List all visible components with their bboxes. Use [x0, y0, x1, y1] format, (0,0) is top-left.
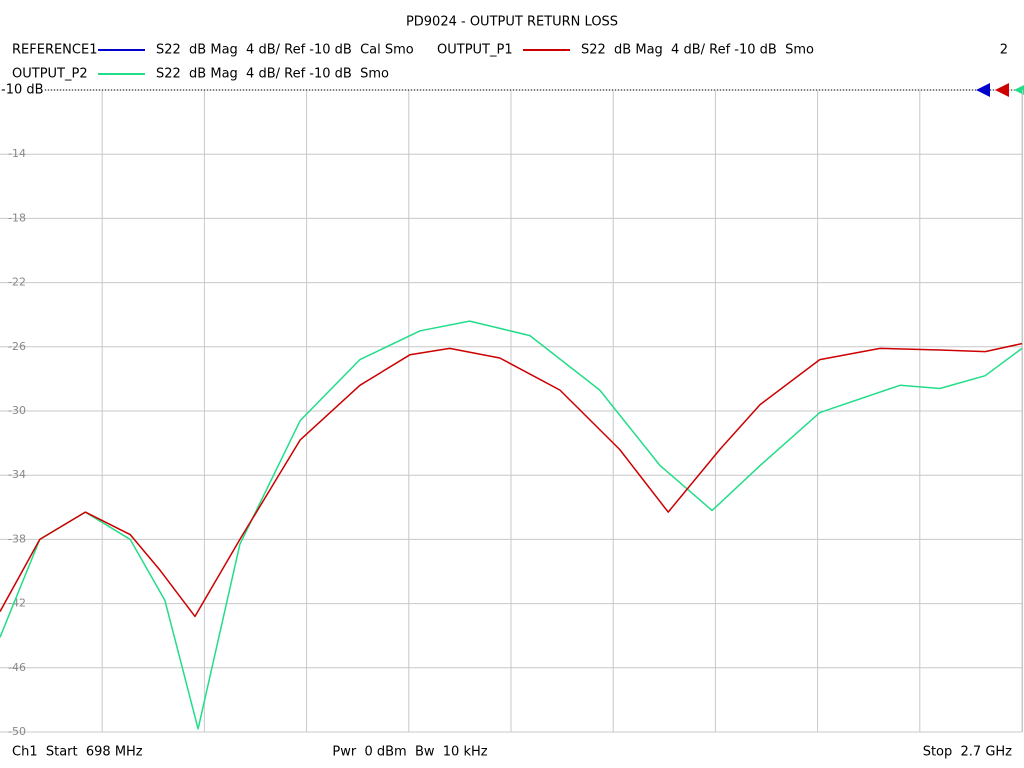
y-tick-label: -34 [8, 468, 26, 481]
legend-label: OUTPUT_P1 [437, 43, 513, 58]
reference-marker [1014, 85, 1024, 95]
footer-left: Ch1 Start 698 MHz [12, 745, 143, 760]
y-tick-label: -46 [8, 661, 26, 674]
footer-right: Stop 2.7 GHz [923, 745, 1012, 760]
y-tick-label: -30 [8, 404, 26, 417]
legend-description: S22 dB Mag 4 dB/ Ref -10 dB Smo [581, 43, 814, 58]
reference-marker [976, 83, 990, 97]
trace-line [0, 320, 1023, 730]
y-tick-label: -38 [8, 532, 26, 545]
legend-description: S22 dB Mag 4 dB/ Ref -10 dB Cal Smo [156, 43, 414, 58]
legend-label: OUTPUT_P2 [12, 67, 88, 82]
reference-label-bg [0, 83, 44, 97]
y-tick-label: -50 [8, 725, 26, 738]
trace-count: 2 [1000, 43, 1008, 58]
y-tick-label: -26 [8, 340, 26, 353]
legend-description: S22 dB Mag 4 dB/ Ref -10 dB Smo [156, 67, 389, 82]
footer-center: Pwr 0 dBm Bw 10 kHz [332, 745, 487, 760]
trace-line [0, 342, 1023, 618]
chart-title: PD9024 - OUTPUT RETURN LOSS [406, 15, 618, 30]
reference-marker [995, 83, 1009, 97]
y-tick-label: -18 [8, 211, 26, 224]
y-tick-label: -42 [8, 597, 26, 610]
reference-label: -10 dB [1, 83, 44, 98]
y-tick-label: -22 [8, 276, 26, 289]
y-tick-label: -14 [8, 147, 26, 160]
legend-label: REFERENCE1 [12, 43, 97, 58]
